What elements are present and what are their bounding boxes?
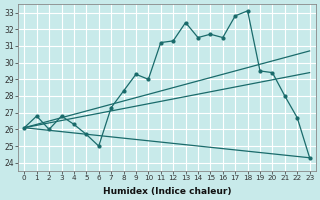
X-axis label: Humidex (Indice chaleur): Humidex (Indice chaleur) [103,187,231,196]
